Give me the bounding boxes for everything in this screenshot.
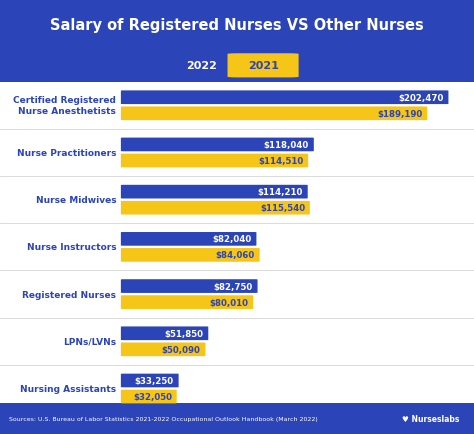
FancyBboxPatch shape <box>121 91 448 105</box>
Text: Nursing Assistants: Nursing Assistants <box>20 384 116 393</box>
Text: Salary of Registered Nurses VS Other Nurses: Salary of Registered Nurses VS Other Nur… <box>50 17 424 33</box>
Text: 2021: 2021 <box>247 61 279 71</box>
FancyBboxPatch shape <box>121 327 208 340</box>
Text: $118,040: $118,040 <box>264 141 309 150</box>
FancyBboxPatch shape <box>121 201 310 215</box>
FancyBboxPatch shape <box>121 343 205 356</box>
Text: $202,470: $202,470 <box>398 93 444 102</box>
Text: $115,540: $115,540 <box>260 204 305 213</box>
Text: $82,750: $82,750 <box>214 282 253 291</box>
Text: $80,010: $80,010 <box>210 298 248 307</box>
Text: Sources: U.S. Bureau of Labor Statistics 2021-2022 Occupational Outlook Handbook: Sources: U.S. Bureau of Labor Statistics… <box>9 416 318 421</box>
FancyBboxPatch shape <box>121 107 427 121</box>
FancyBboxPatch shape <box>121 249 260 262</box>
Text: $114,210: $114,210 <box>257 188 303 197</box>
Text: $33,250: $33,250 <box>135 376 174 385</box>
Text: $32,050: $32,050 <box>133 392 172 401</box>
Text: ♥ Nurseslabs: ♥ Nurseslabs <box>402 414 460 423</box>
FancyBboxPatch shape <box>121 185 308 199</box>
Text: $84,060: $84,060 <box>216 251 255 260</box>
Text: LPNs/LVNs: LPNs/LVNs <box>63 337 116 346</box>
Text: $82,040: $82,040 <box>212 235 252 244</box>
Text: Nurse Midwives: Nurse Midwives <box>36 196 116 205</box>
Text: Registered Nurses: Registered Nurses <box>22 290 116 299</box>
Text: Nurse Practitioners: Nurse Practitioners <box>17 148 116 158</box>
FancyBboxPatch shape <box>121 279 257 293</box>
FancyBboxPatch shape <box>166 54 237 78</box>
FancyBboxPatch shape <box>121 155 308 168</box>
FancyBboxPatch shape <box>121 390 177 404</box>
FancyBboxPatch shape <box>121 296 253 309</box>
Text: Nurse Instructors: Nurse Instructors <box>27 243 116 252</box>
Text: $50,090: $50,090 <box>162 345 201 354</box>
Text: $189,190: $189,190 <box>377 109 422 118</box>
Text: Certified Registered
Nurse Anesthetists: Certified Registered Nurse Anesthetists <box>13 96 116 116</box>
FancyBboxPatch shape <box>121 374 179 388</box>
Text: $114,510: $114,510 <box>258 157 303 166</box>
Text: $51,850: $51,850 <box>164 329 203 338</box>
Text: 2022: 2022 <box>186 61 217 71</box>
FancyBboxPatch shape <box>121 233 256 246</box>
FancyBboxPatch shape <box>121 138 314 152</box>
FancyBboxPatch shape <box>228 54 299 78</box>
